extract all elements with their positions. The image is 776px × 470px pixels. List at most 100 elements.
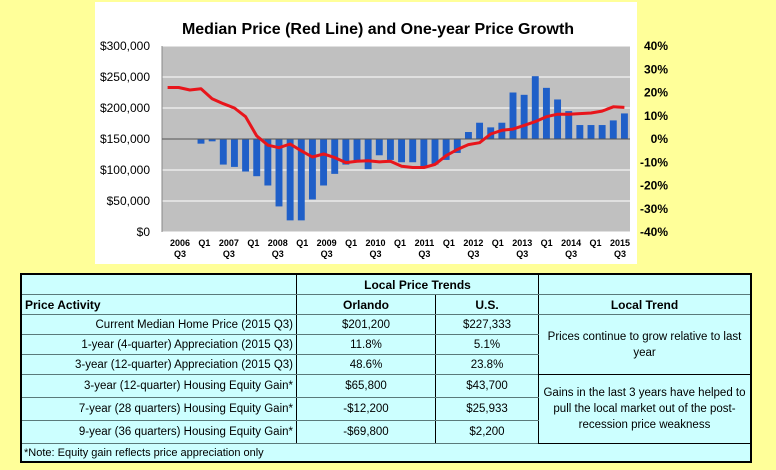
row-orlando-value: -$12,200 <box>296 397 436 421</box>
growth-bar <box>420 139 428 167</box>
y-axis-left: $300,000 $250,000 $200,000 $150,000 $100,000… <box>100 39 163 239</box>
row-us-value: $43,700 <box>435 374 539 398</box>
growth-bar <box>342 139 350 165</box>
trend-text-1: Prices continue to grow relative to last… <box>538 314 750 375</box>
x-tick-label: 2012 <box>463 238 483 248</box>
x-tick-label: Q1 <box>443 238 455 248</box>
x-tick-sublabel: Q3 <box>272 249 284 259</box>
row-us-value: 23.8% <box>435 354 539 375</box>
x-tick-sublabel: Q3 <box>516 249 528 259</box>
x-tick-label: Q1 <box>394 238 406 248</box>
table-row: 1-year (4-quarter) Appreciation (2015 Q3… <box>22 334 750 355</box>
growth-bar <box>308 139 316 200</box>
growth-bar <box>476 122 484 139</box>
row-label: 9-year (36 quarters) Housing Equity Gain… <box>22 420 297 444</box>
y-left-tick-label: $300,000 <box>100 39 150 53</box>
chart-area: Median Price (Red Line) and One-year Pri… <box>95 2 668 264</box>
growth-bar <box>297 139 305 221</box>
y-right-tick-label: 0% <box>651 132 669 146</box>
growth-bar <box>598 125 606 139</box>
table-row: 3-year (12-quarter) Appreciation (2015 Q… <box>22 354 750 375</box>
growth-bar <box>219 139 227 165</box>
x-tick-label: 2010 <box>366 238 386 248</box>
growth-bar <box>453 139 461 153</box>
table-row: 3-year (12-quarter) Housing Equity Gain*… <box>22 374 750 444</box>
growth-bar <box>565 111 573 139</box>
y-right-tick-label: -40% <box>640 225 668 239</box>
table-row: 9-year (36 quarters) Housing Equity Gain… <box>22 420 750 444</box>
growth-bar <box>542 87 550 139</box>
table-row: 7-year (28 quarters) Housing Equity Gain… <box>22 397 750 421</box>
y-left-tick-label: $150,000 <box>100 132 150 146</box>
header-local-trend: Local Trend <box>538 294 750 315</box>
growth-bar <box>208 139 216 142</box>
row-orlando-value: $201,200 <box>296 314 436 335</box>
growth-bar <box>386 139 394 160</box>
x-tick-label: 2007 <box>219 238 239 248</box>
note-row: *Note: Equity gain reflects price apprec… <box>22 444 750 463</box>
growth-bar <box>620 113 628 139</box>
y-right-tick-label: -30% <box>640 202 668 216</box>
growth-bar <box>253 139 261 177</box>
x-tick-label: 2014 <box>561 238 581 248</box>
trend-text-2: Gains in the last 3 years have helped to… <box>538 374 750 444</box>
y-right-tick-label: 20% <box>644 86 668 100</box>
growth-bar <box>197 139 205 144</box>
x-tick-label: 2008 <box>268 238 288 248</box>
y-right-tick-label: -20% <box>640 179 668 193</box>
growth-bar <box>409 139 417 163</box>
x-tick-sublabel: Q3 <box>467 249 479 259</box>
header-price-activity: Price Activity <box>22 294 297 315</box>
row-label: Current Median Home Price (2015 Q3) <box>22 314 297 335</box>
x-tick-sublabel: Q3 <box>614 249 626 259</box>
growth-bar <box>286 139 294 221</box>
x-tick-sublabel: Q3 <box>174 249 186 259</box>
row-orlando-value: 11.8% <box>296 334 436 355</box>
chart-svg: Median Price (Red Line) and One-year Pri… <box>95 2 668 264</box>
x-tick-label: 2006 <box>170 238 190 248</box>
x-tick-label: 2013 <box>512 238 532 248</box>
row-orlando-value: -$69,800 <box>296 420 436 444</box>
growth-bar <box>520 94 528 139</box>
y-left-tick-label: $200,000 <box>100 101 150 115</box>
table-title-row: Local Price Trends <box>22 275 750 295</box>
growth-bar <box>364 139 372 170</box>
growth-bar <box>230 139 238 167</box>
header-orlando: Orlando <box>296 294 436 315</box>
growth-bar <box>531 76 539 139</box>
x-tick-label: Q1 <box>345 238 357 248</box>
x-tick-sublabel: Q3 <box>565 249 577 259</box>
row-us-value: $2,200 <box>435 420 539 444</box>
y-left-tick-label: $50,000 <box>107 194 151 208</box>
growth-bar <box>431 139 439 165</box>
row-label: 1-year (4-quarter) Appreciation (2015 Q3… <box>22 334 297 355</box>
row-orlando-value: 48.6% <box>296 354 436 375</box>
y-left-tick-label: $250,000 <box>100 70 150 84</box>
row-label: 3-year (12-quarter) Appreciation (2015 Q… <box>22 354 297 375</box>
growth-bars <box>162 76 630 221</box>
row-us-value: $227,333 <box>435 314 539 335</box>
growth-bar <box>242 139 250 172</box>
growth-bar <box>554 99 562 139</box>
x-tick-sublabel: Q3 <box>370 249 382 259</box>
y-axis-right: 40% 30% 20% 10% 0% -10% -20% -30% -40% <box>640 39 668 239</box>
growth-bar <box>275 139 283 207</box>
growth-bar <box>353 139 361 163</box>
y-right-tick-label: 10% <box>644 109 668 123</box>
row-us-value: 5.1% <box>435 334 539 355</box>
equity-note: *Note: Equity gain reflects price apprec… <box>24 447 264 459</box>
table-header-row: Price Activity Orlando U.S. Local Trend <box>22 294 750 315</box>
x-tick-label: 2011 <box>415 238 435 248</box>
median-price-line <box>167 86 625 169</box>
growth-bar <box>320 139 328 186</box>
growth-bar <box>398 139 406 163</box>
growth-bar <box>609 120 617 139</box>
x-tick-label: 2009 <box>317 238 337 248</box>
x-tick-label: 2015 <box>610 238 630 248</box>
x-tick-label: Q1 <box>198 238 210 248</box>
y-left-tick-label: $100,000 <box>100 163 150 177</box>
table-row: Current Median Home Price (2015 Q3) $201… <box>22 314 750 375</box>
x-tick-label: Q1 <box>541 238 553 248</box>
y-right-tick-label: -10% <box>640 155 668 169</box>
